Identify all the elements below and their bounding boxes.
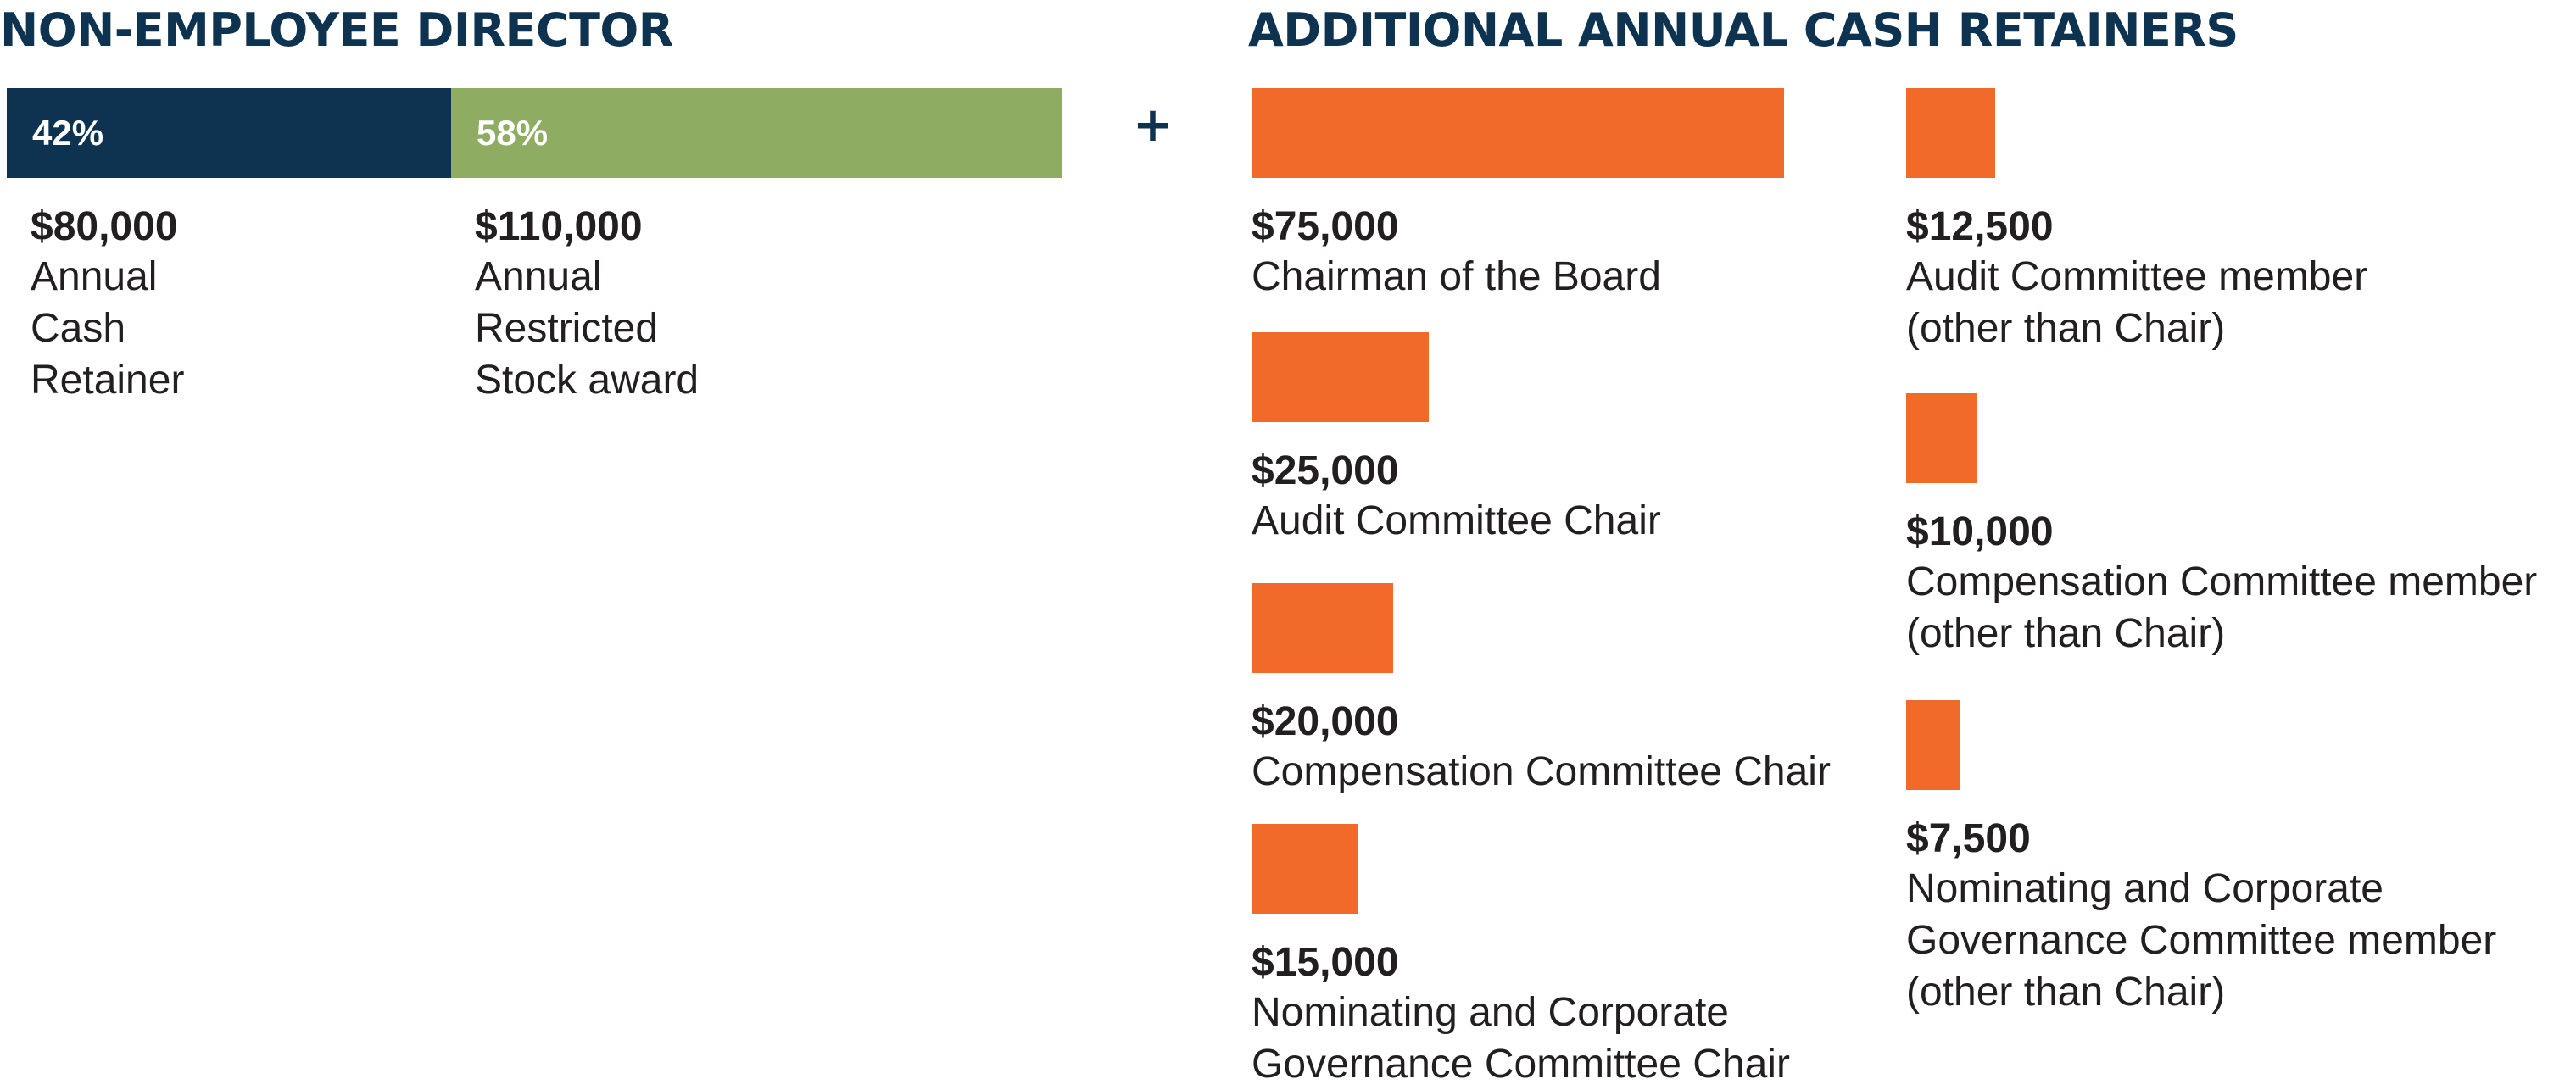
retainer-description-label: Compensation Committee Chair [1252,749,1831,794]
retainer-amount-label: $75,000 [1252,204,1399,249]
plus-sign: + [1133,97,1173,153]
split-percent-label: 42% [32,113,104,153]
retainer-bar [1252,332,1429,422]
left-chart-title: NON-EMPLOYEE DIRECTOR [0,3,673,57]
split-percent-label: 58% [477,113,549,153]
split-amount-label: $110,000 [475,204,643,249]
retainer-bar [1252,88,1784,178]
retainer-description-label: Compensation Committee member (other tha… [1906,559,2538,656]
split-bar-segment-0: 42% [7,88,451,178]
retainer-amount-label: $7,500 [1906,816,2031,861]
retainer-amount-label: $20,000 [1252,699,1399,744]
retainer-description-label: Audit Committee Chair [1252,498,1661,543]
retainer-description-label: Chairman of the Board [1252,254,1661,299]
split-bar-segment-1: 58% [451,88,1062,178]
retainer-bar [1252,583,1393,673]
retainer-description-label: Nominating and Corporate Governance Comm… [1906,866,2497,1015]
retainer-bar [1252,824,1358,914]
retainer-bar [1906,88,1995,178]
retainer-amount-label: $12,500 [1906,204,2054,249]
retainer-bar [1906,700,1960,790]
right-chart-title: ADDITIONAL ANNUAL CASH RETAINERS [1248,3,2239,57]
split-description-label: Annual Cash Retainer [31,254,185,403]
retainer-description-label: Audit Committee member (other than Chair… [1906,254,2368,351]
split-description-label: Annual Restricted Stock award [475,254,700,403]
retainer-amount-label: $10,000 [1906,509,2054,554]
retainer-description-label: Nominating and Corporate Governance Comm… [1252,990,1790,1087]
retainer-amount-label: $25,000 [1252,448,1399,493]
retainer-bar [1906,393,1977,483]
retainer-amount-label: $15,000 [1252,940,1399,985]
split-amount-label: $80,000 [31,204,178,249]
